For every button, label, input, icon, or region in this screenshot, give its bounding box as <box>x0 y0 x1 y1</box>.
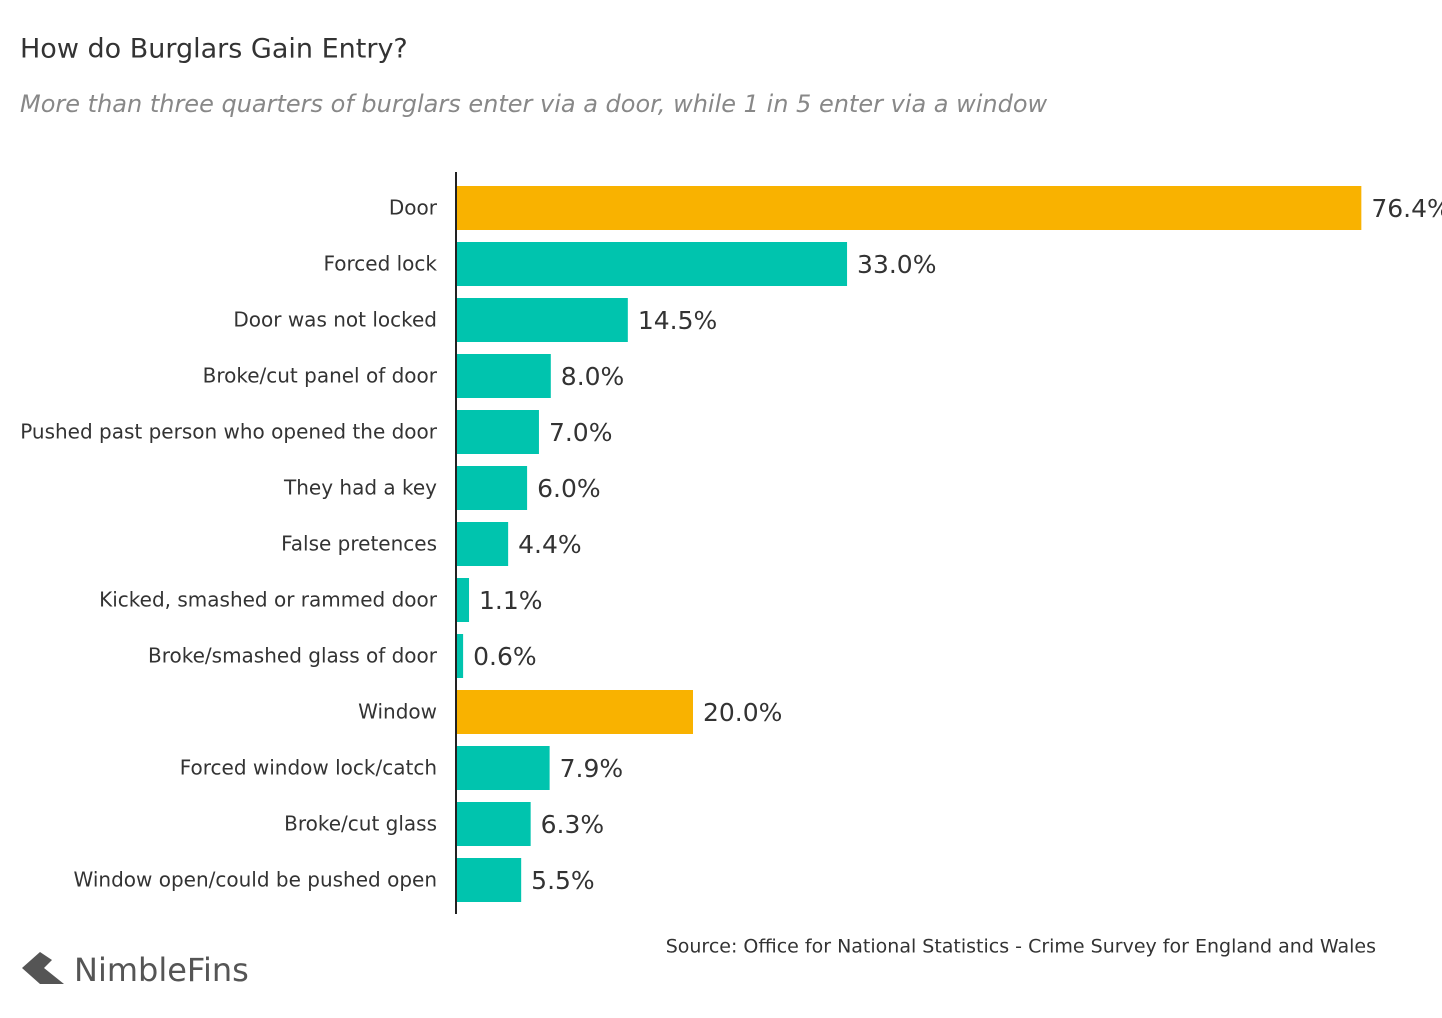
bar <box>456 578 470 622</box>
value-label: 1.1% <box>479 586 543 615</box>
value-label: 4.4% <box>518 530 582 559</box>
category-label: Forced lock <box>323 252 437 276</box>
value-label: 6.3% <box>541 810 605 839</box>
chart-title: How do Burglars Gain Entry? <box>20 34 408 65</box>
value-label: 5.5% <box>531 866 595 895</box>
category-label: Pushed past person who opened the door <box>20 420 438 444</box>
value-label: 6.0% <box>537 474 601 503</box>
chart-subtitle: More than three quarters of burglars ent… <box>20 90 1048 118</box>
logo-icon <box>22 952 64 984</box>
source: Source: Office for National Statistics -… <box>666 936 1376 958</box>
category-label: Broke/cut panel of door <box>203 364 438 388</box>
category-label: Forced window lock/catch <box>180 756 437 780</box>
category-label: They had a key <box>283 476 437 500</box>
category-label: Door <box>389 196 438 220</box>
bar <box>456 186 1362 230</box>
value-label: 33.0% <box>857 250 936 279</box>
bar <box>456 746 550 790</box>
bar <box>456 802 531 846</box>
value-label: 20.0% <box>703 698 782 727</box>
value-label: 76.4% <box>1371 194 1442 223</box>
category-label: Broke/smashed glass of door <box>148 644 438 668</box>
bar <box>456 690 693 734</box>
bar <box>456 522 509 566</box>
bar <box>456 410 539 454</box>
bar <box>456 298 628 342</box>
category-label: Kicked, smashed or rammed door <box>99 588 438 612</box>
value-label: 7.9% <box>560 754 624 783</box>
category-label: Window <box>358 700 437 724</box>
category-label: Broke/cut glass <box>284 812 437 836</box>
category-label: False pretences <box>281 532 437 556</box>
bar <box>456 634 464 678</box>
value-label: 8.0% <box>561 362 625 391</box>
value-label: 14.5% <box>638 306 717 335</box>
category-label: Window open/could be pushed open <box>74 868 437 892</box>
bar <box>456 858 522 902</box>
bar <box>456 354 551 398</box>
category-label: Door was not locked <box>233 308 437 332</box>
bar <box>456 242 848 286</box>
value-label: 0.6% <box>473 642 537 671</box>
bar <box>456 466 528 510</box>
logo: NimbleFins <box>74 951 249 989</box>
value-label: 7.0% <box>549 418 613 447</box>
